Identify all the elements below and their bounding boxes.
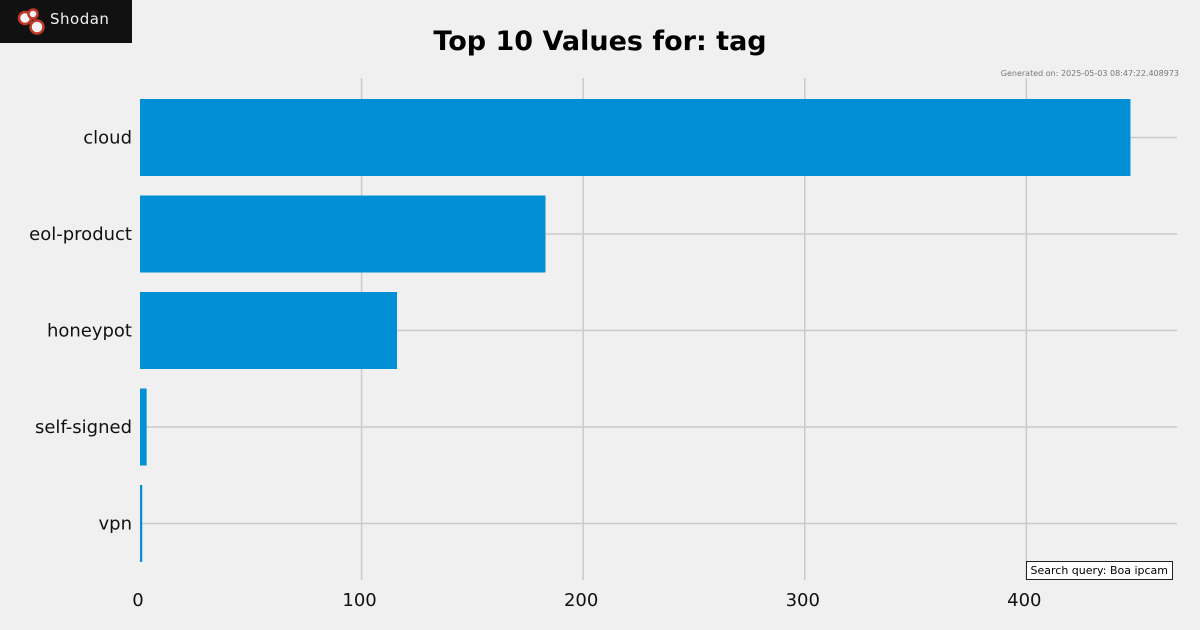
bar-eol-product [140,195,546,273]
y-tick-label: self-signed [35,417,132,438]
brand-name: Shodan [50,10,110,28]
bar-self-signed [140,388,147,466]
shodan-logo-icon [17,8,45,35]
x-tick-label: 0 [132,590,143,611]
y-tick-label: cloud [83,128,132,149]
search-query-box: Search query: Boa ipcam [1025,561,1173,580]
x-tick-label: 100 [342,590,376,611]
bar-honeypot [140,292,398,369]
x-tick-label: 300 [786,590,820,611]
generated-timestamp: Generated on: 2025-05-03 08:47:22.408973 [1000,69,1179,78]
bar-vpn [140,485,143,562]
chart-title: Top 10 Values for: tag [433,26,767,57]
shodan-logo: Shodan [0,0,132,43]
y-tick-label: vpn [99,514,133,535]
x-tick-label: 200 [564,590,598,611]
y-tick-label: eol-product [29,224,132,245]
y-tick-label: honeypot [47,321,132,342]
x-tick-label: 400 [1007,590,1041,611]
bar-cloud [140,99,1131,176]
